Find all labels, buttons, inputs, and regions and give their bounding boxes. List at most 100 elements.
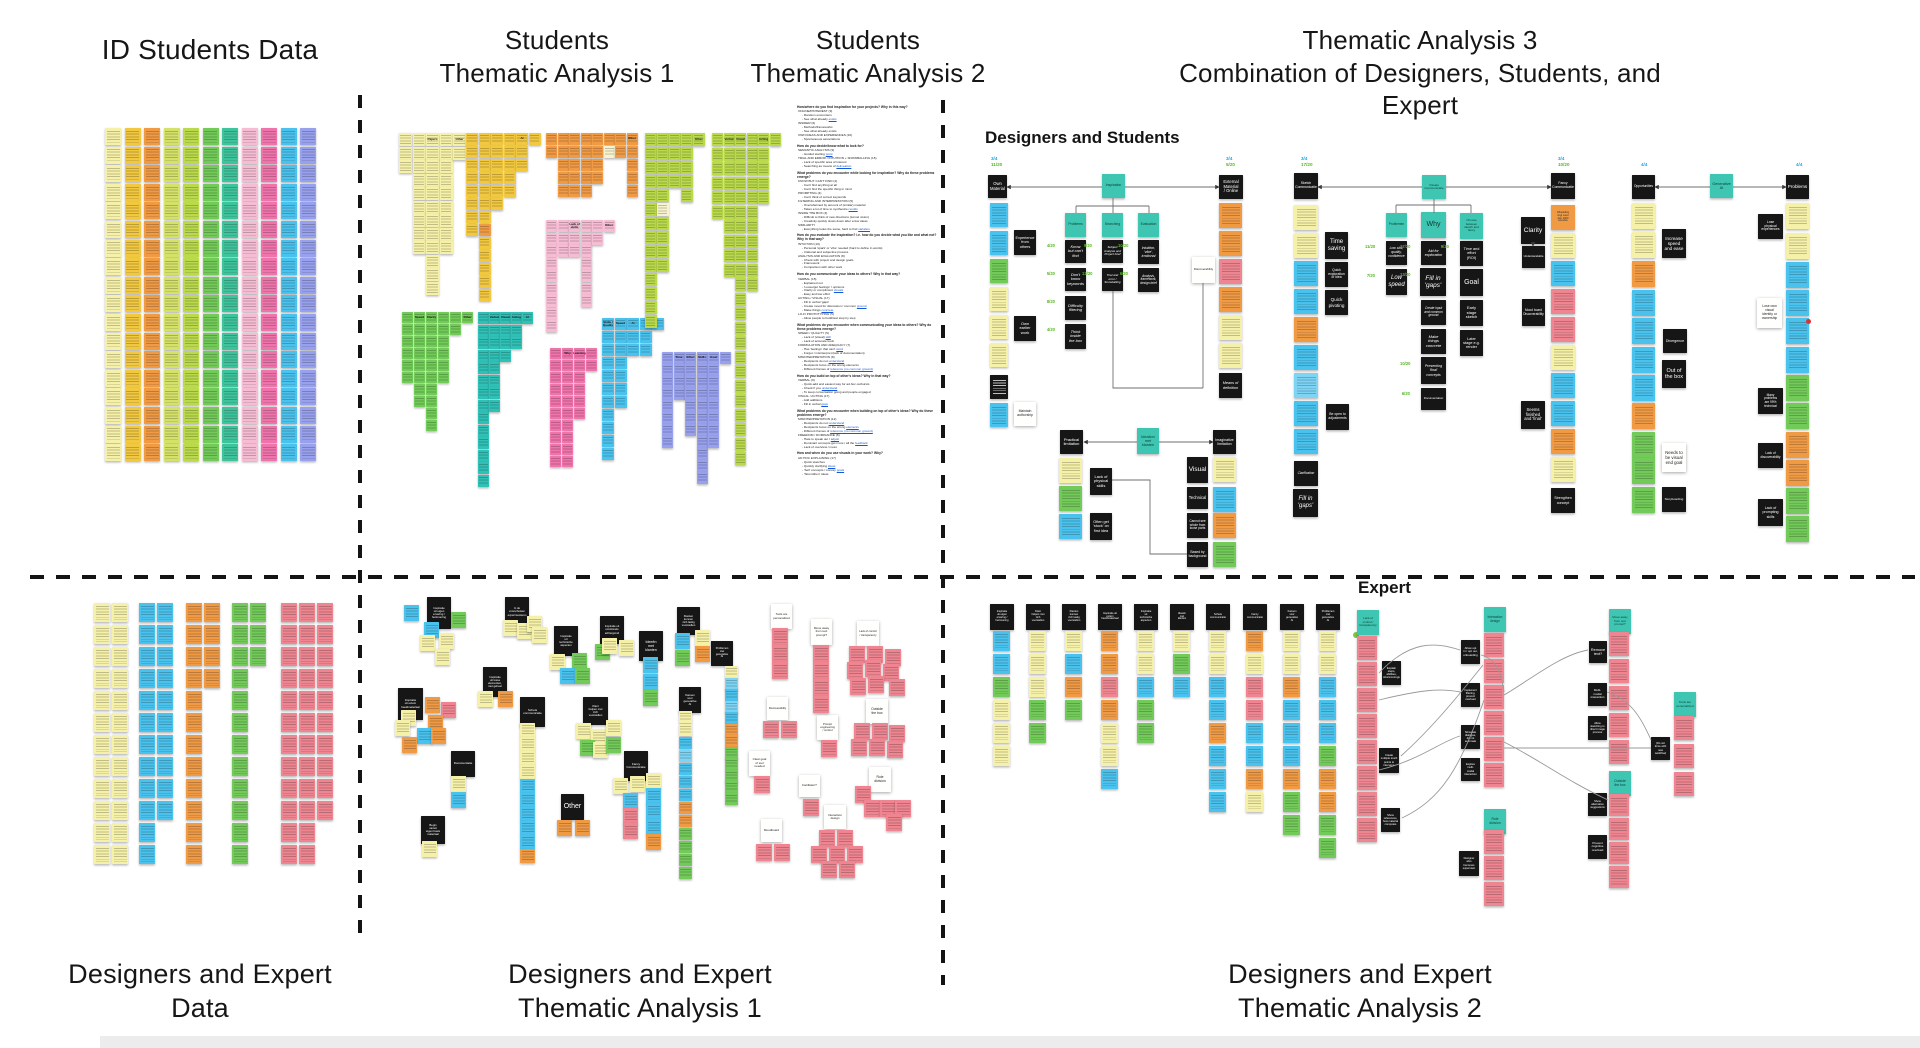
sticky-note[interactable]: [855, 786, 871, 803]
sticky-note[interactable]: [478, 146, 491, 158]
sticky-note[interactable]: [183, 202, 199, 220]
sticky-note[interactable]: [1357, 662, 1377, 686]
sticky-note[interactable]: [723, 263, 735, 277]
sticky-note[interactable]: [144, 314, 160, 331]
sticky-note[interactable]: [679, 867, 692, 879]
sticky-note[interactable]: [412, 133, 426, 146]
sticky-note[interactable]: [202, 239, 219, 257]
sticky-note[interactable]: [696, 412, 708, 424]
black-note[interactable]: Experience from others: [1014, 230, 1036, 255]
sticky-note[interactable]: [1283, 815, 1300, 835]
sticky-note[interactable]: [1632, 487, 1655, 513]
sticky-note[interactable]: [669, 175, 681, 188]
sticky-note[interactable]: [662, 400, 673, 412]
sticky-note[interactable]: [1294, 233, 1318, 258]
sticky-note[interactable]: [163, 369, 180, 387]
sticky-note[interactable]: [438, 312, 449, 323]
sticky-note[interactable]: [489, 337, 500, 349]
sticky-note[interactable]: [679, 750, 692, 762]
label-expert[interactable]: Expert: [1358, 578, 1411, 597]
sticky-note[interactable]: [626, 159, 638, 171]
black-note[interactable]: Allow sketching to direct image process: [1588, 716, 1607, 740]
black-note[interactable]: Documentation: [1421, 388, 1446, 410]
sticky-note[interactable]: [414, 336, 425, 347]
sticky-note[interactable]: [1219, 287, 1242, 312]
sticky-note[interactable]: [202, 351, 219, 369]
sticky-note[interactable]: [854, 723, 870, 740]
black-note[interactable]: Practical limitation: [1060, 430, 1083, 454]
sticky-note[interactable]: [990, 403, 1008, 427]
white-note[interactable]: Outside the box: [866, 699, 888, 724]
teal-node[interactable]: Problemen: [1386, 213, 1407, 237]
sticky-note[interactable]: [516, 159, 528, 171]
sticky-note[interactable]: [725, 723, 738, 736]
sticky-note[interactable]: [280, 295, 297, 313]
sticky-note[interactable]: [426, 372, 437, 383]
sticky-note[interactable]: [712, 205, 723, 219]
sticky-note[interactable]: [478, 250, 491, 262]
sticky-note[interactable]: [557, 133, 569, 145]
sticky-note[interactable]: [821, 861, 837, 878]
sticky-note[interactable]: [602, 370, 614, 382]
sticky-note[interactable]: [1632, 290, 1655, 316]
sticky-note[interactable]: [725, 781, 738, 793]
sticky-note[interactable]: [1173, 631, 1190, 651]
sticky-note[interactable]: [439, 214, 453, 227]
sticky-note[interactable]: [478, 172, 491, 184]
sticky-note[interactable]: [1551, 401, 1575, 426]
sticky-note[interactable]: [489, 324, 500, 337]
sticky-note[interactable]: [1551, 317, 1575, 342]
sticky-note[interactable]: [281, 603, 297, 622]
sticky-note[interactable]: [763, 721, 779, 738]
sticky-note[interactable]: [1551, 457, 1575, 482]
sticky-note[interactable]: [723, 176, 735, 190]
sticky-note[interactable]: [602, 396, 614, 408]
sticky-note[interactable]: [669, 133, 681, 146]
sticky-note[interactable]: [1219, 259, 1242, 284]
sticky-note[interactable]: [708, 364, 719, 376]
sticky-note[interactable]: [163, 351, 180, 369]
sticky-note[interactable]: [669, 147, 681, 160]
sticky-note[interactable]: [646, 773, 661, 789]
sticky-note[interactable]: [735, 220, 746, 233]
sticky-note[interactable]: [550, 360, 561, 371]
sticky-note[interactable]: [679, 763, 692, 775]
black-note[interactable]: Klanten kunnen zich lastig voorstellen: [677, 607, 700, 635]
black-note[interactable]: Explain steps, abilities, shortcomings: [1382, 661, 1401, 685]
sticky-note[interactable]: [261, 183, 277, 201]
sticky-note[interactable]: [489, 374, 500, 387]
sticky-note[interactable]: [1059, 486, 1082, 511]
sticky-note[interactable]: [402, 737, 417, 753]
sticky-note[interactable]: [94, 691, 110, 710]
sticky-note[interactable]: [1609, 659, 1629, 683]
sticky-note[interactable]: [1283, 792, 1300, 812]
sticky-note[interactable]: [679, 724, 692, 736]
sticky-note[interactable]: [157, 713, 173, 732]
sticky-note[interactable]: [202, 314, 219, 331]
sticky-note[interactable]: [546, 282, 557, 295]
sticky-note[interactable]: [1786, 290, 1809, 316]
black-note[interactable]: Low skill, quality, confidence: [1386, 241, 1407, 265]
sticky-note[interactable]: [241, 332, 258, 350]
sticky-note[interactable]: [300, 221, 316, 238]
sticky-note[interactable]: [520, 751, 535, 765]
black-note[interactable]: Show references, how material computes: [1381, 808, 1400, 832]
sticky-note[interactable]: [615, 146, 626, 158]
sticky-note[interactable]: [557, 245, 569, 257]
sticky-note[interactable]: [124, 369, 141, 387]
sticky-note[interactable]: [105, 128, 121, 145]
sticky-note[interactable]: [183, 388, 199, 406]
sticky-note[interactable]: [478, 276, 491, 288]
sticky-note[interactable]: [562, 396, 573, 407]
sticky-note[interactable]: [183, 444, 199, 462]
sticky-note[interactable]: [580, 740, 595, 756]
sticky-note[interactable]: [183, 407, 199, 424]
sticky-note[interactable]: [144, 351, 160, 369]
sticky-note[interactable]: [1786, 203, 1809, 229]
sticky-note[interactable]: [696, 472, 708, 484]
sticky-note[interactable]: [395, 720, 410, 736]
black-note[interactable]: Difficulty filtering: [1065, 296, 1086, 320]
teal-node[interactable]: Move away from text prompt?: [1609, 609, 1631, 634]
sticky-note[interactable]: [186, 669, 202, 688]
sticky-note[interactable]: [438, 324, 449, 335]
